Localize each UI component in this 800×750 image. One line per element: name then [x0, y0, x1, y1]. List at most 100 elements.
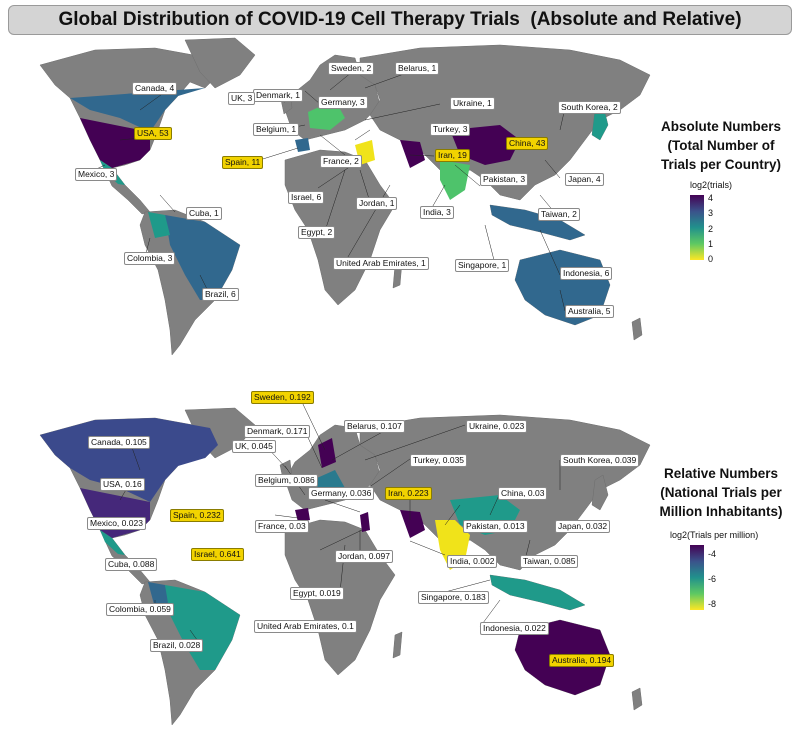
- country-label: Egypt, 0.019: [290, 587, 344, 600]
- country-label: Cuba, 0.088: [105, 558, 158, 571]
- brazil-region: [165, 215, 240, 300]
- mexico-region: [100, 530, 125, 555]
- legend-tick: 1: [708, 239, 714, 249]
- country-label: Sweden, 2: [328, 62, 375, 75]
- country-label: Belarus, 0.107: [344, 420, 405, 433]
- country-label: Iran, 0.223: [385, 487, 432, 500]
- country-label: Mexico, 0.023: [87, 517, 146, 530]
- country-label: Turkey, 3: [430, 123, 471, 136]
- country-label: South Korea, 2: [558, 101, 621, 114]
- legend-tick: -4: [708, 549, 717, 559]
- country-label: Taiwan, 0.085: [520, 555, 579, 568]
- country-label: USA, 53: [134, 127, 172, 140]
- legend-title-line: (National Trials per: [660, 485, 782, 500]
- legend-title: Relative Numbers (National Trials per Mi…: [645, 464, 797, 521]
- country-label: USA, 0.16: [100, 478, 145, 491]
- legend-title-line: Absolute Numbers: [660, 119, 782, 134]
- country-label: Singapore, 0.183: [418, 591, 489, 604]
- country-label: Colombia, 0.059: [106, 603, 174, 616]
- country-label: Taiwan, 2: [538, 208, 580, 221]
- country-label: Japan, 0.032: [555, 520, 611, 533]
- country-label: Sweden, 0.192: [251, 391, 314, 404]
- legend-title-line: Relative Numbers: [663, 466, 779, 481]
- country-label: Indonesia, 6: [560, 267, 613, 280]
- country-label: Belgium, 1: [253, 123, 300, 136]
- colombia-region: [148, 582, 170, 608]
- legend-tick: -6: [708, 574, 717, 584]
- country-label: Japan, 4: [565, 173, 604, 186]
- legend-title: Absolute Numbers (Total Number of Trials…: [645, 117, 797, 174]
- legend-subtitle: log2(Trials per million): [670, 530, 759, 540]
- country-label: Belarus, 1: [395, 62, 440, 75]
- country-label: Indonesia, 0.022: [480, 622, 549, 635]
- country-label: Canada, 0.105: [88, 436, 150, 449]
- country-label: Mexico, 3: [75, 168, 118, 181]
- country-label: Israel, 6: [288, 191, 325, 204]
- country-label: Brazil, 6: [202, 288, 239, 301]
- country-label: Germany, 0.036: [308, 487, 375, 500]
- country-label: Turkey, 0.035: [410, 454, 468, 467]
- country-label: Pakistan, 3: [480, 173, 529, 186]
- country-label: China, 43: [506, 137, 549, 150]
- country-label: South Korea, 0.039: [560, 454, 640, 467]
- legend-title-line: Million Inhabitants): [659, 504, 783, 519]
- country-label: Cuba, 1: [186, 207, 222, 220]
- spain-region: [295, 138, 310, 152]
- legend-tick: 3: [708, 208, 714, 218]
- canada-region: [70, 88, 205, 132]
- colombia-region: [148, 212, 170, 238]
- country-label: Iran, 19: [435, 149, 470, 162]
- country-label: India, 3: [420, 206, 454, 219]
- country-label: France, 2: [320, 155, 362, 168]
- country-label: United Arab Emirates, 1: [333, 257, 429, 270]
- usa-region: [80, 118, 150, 168]
- country-label: Spain, 11: [222, 156, 264, 169]
- legend-tick: 4: [708, 193, 714, 203]
- country-label: Jordan, 0.097: [335, 550, 393, 563]
- country-label: Singapore, 1: [455, 259, 510, 272]
- country-label: Australia, 0.194: [549, 654, 615, 667]
- brazil-region: [165, 585, 240, 670]
- canada-region: [40, 418, 218, 502]
- indonesia-region: [490, 205, 585, 240]
- indonesia-region: [490, 575, 585, 610]
- relative-colorbar: [690, 545, 704, 610]
- iran-region: [400, 140, 425, 168]
- country-label: Germany, 3: [318, 96, 368, 109]
- country-label: Denmark, 0.171: [244, 425, 311, 438]
- country-label: Ukraine, 1: [450, 97, 495, 110]
- country-label: Canada, 4: [132, 82, 178, 95]
- spain-region: [295, 508, 310, 522]
- legend-tick: 2: [708, 224, 714, 234]
- country-label: Pakistan, 0.013: [463, 520, 528, 533]
- country-label: UK, 0.045: [232, 440, 276, 453]
- country-label: Belgium, 0.086: [255, 474, 318, 487]
- legend-subtitle: log2(trials): [690, 180, 733, 190]
- legend-tick: 0: [708, 254, 714, 264]
- country-label: UK, 3: [228, 92, 256, 105]
- absolute-map: [39, 37, 651, 356]
- map-title: Global Distribution of COVID-19 Cell The…: [8, 5, 792, 35]
- legend-title-line: Trials per Country): [660, 157, 782, 172]
- country-label: France, 0.03: [255, 520, 309, 533]
- legend-title-line: (Total Number of: [667, 138, 775, 153]
- country-label: Egypt, 2: [298, 226, 336, 239]
- country-label: Brazil, 0.028: [150, 639, 204, 652]
- country-label: Jordan, 1: [356, 197, 398, 210]
- country-label: Denmark, 1: [253, 89, 303, 102]
- country-label: China, 0.03: [498, 487, 548, 500]
- country-label: Ukraine, 0.023: [466, 420, 528, 433]
- legend-tick: -8: [708, 599, 717, 609]
- israel-region: [360, 512, 370, 532]
- country-label: India, 0.002: [447, 555, 498, 568]
- country-label: Spain, 0.232: [170, 509, 224, 522]
- sweden-region: [318, 438, 336, 468]
- country-label: United Arab Emirates, 0.1: [254, 620, 357, 633]
- country-label: Australia, 5: [565, 305, 614, 318]
- india-region: [440, 160, 470, 200]
- country-label: Israel, 0.641: [191, 548, 244, 561]
- absolute-colorbar: [690, 195, 704, 260]
- iran-region: [400, 510, 425, 538]
- country-label: Colombia, 3: [124, 252, 176, 265]
